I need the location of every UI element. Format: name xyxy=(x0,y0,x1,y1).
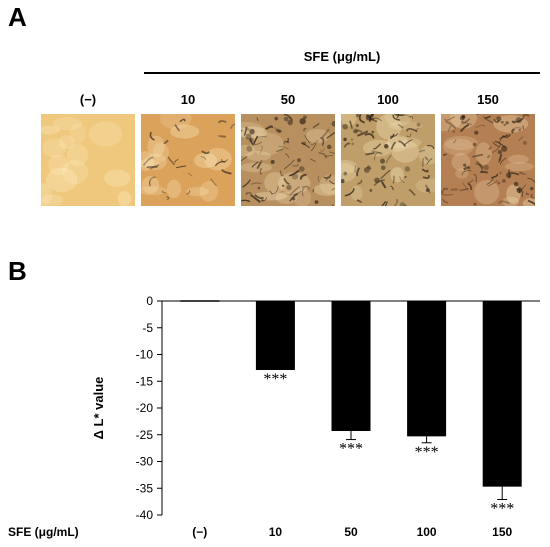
y-tick-label: -5 xyxy=(142,321,153,335)
y-axis-label: Δ L* value xyxy=(91,377,106,440)
y-tick-label: -35 xyxy=(136,481,154,495)
significance-label: *** xyxy=(263,371,287,388)
y-tick-label: -25 xyxy=(136,428,154,442)
y-tick-label: -30 xyxy=(136,455,154,469)
x-axis-label: SFE (μg/mL) xyxy=(8,525,79,539)
image-label: (−) xyxy=(79,92,97,107)
sfe-group-title: SFE (μg/mL) xyxy=(303,49,381,64)
bar xyxy=(482,301,522,487)
significance-label: *** xyxy=(415,444,439,461)
x-tick-label: 100 xyxy=(417,525,437,539)
bar xyxy=(255,301,295,371)
significance-label: *** xyxy=(339,441,363,458)
x-tick-label: 50 xyxy=(344,525,358,539)
cell-image xyxy=(241,114,335,206)
y-tick-label: -15 xyxy=(136,374,154,388)
bar xyxy=(331,301,371,432)
y-tick-label: -20 xyxy=(136,401,154,415)
cell-image-texture xyxy=(141,114,235,206)
sfe-group-line xyxy=(144,72,540,74)
x-tick-label: 150 xyxy=(492,525,512,539)
cell-image xyxy=(141,114,235,206)
image-label: 100 xyxy=(377,92,399,107)
cell-image xyxy=(341,114,435,206)
y-tick-label: -10 xyxy=(136,348,154,362)
cell-image-texture xyxy=(341,114,435,206)
y-tick-label: 0 xyxy=(146,294,153,308)
y-tick-label: -40 xyxy=(136,508,154,522)
bar xyxy=(407,301,447,437)
cell-image xyxy=(41,114,135,206)
panel-a-label: A xyxy=(8,2,27,32)
cell-image xyxy=(441,114,535,206)
image-label: 150 xyxy=(477,92,499,107)
x-tick-label: (−) xyxy=(192,525,207,539)
panel-b-label: B xyxy=(8,256,27,286)
significance-label: *** xyxy=(490,500,514,517)
image-label: 50 xyxy=(280,92,296,107)
cell-image-texture xyxy=(441,114,535,206)
cell-image-texture xyxy=(41,114,135,206)
x-tick-label: 10 xyxy=(269,525,283,539)
cell-image-texture xyxy=(241,114,335,206)
image-label: 10 xyxy=(180,92,196,107)
